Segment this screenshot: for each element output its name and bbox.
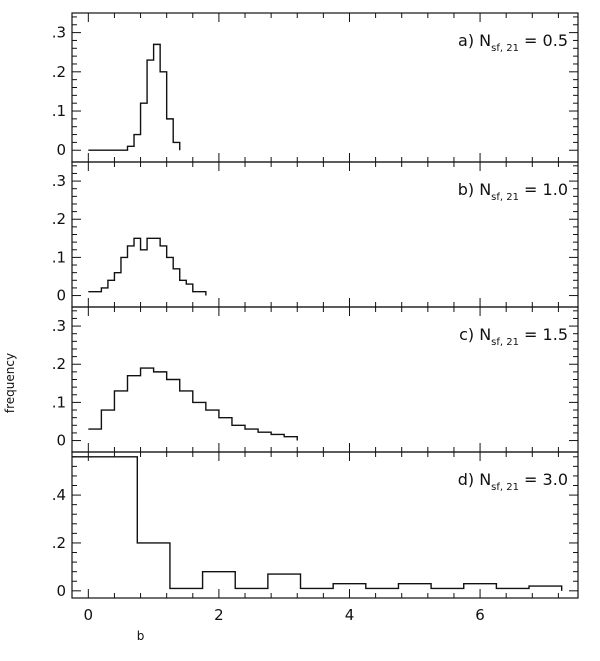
x-tick-label: 6 [475,606,485,624]
x-tick-label: 0 [84,606,94,624]
y-tick-label: .3 [52,172,66,190]
y-tick-label: 0 [56,287,66,305]
y-tick-label: 0 [56,432,66,450]
x-tick-label: 4 [345,606,355,624]
histogram-series [88,43,181,151]
y-tick-label: .2 [52,534,66,552]
panel-c: 0 .1 .2 .3 c) Nsf, 21 = 1.5 [52,306,579,453]
x-axis-title: b [137,629,145,643]
histogram-series [88,237,207,296]
y-tick-label: .2 [52,63,66,81]
y-tick-label: .2 [52,355,66,373]
y-tick-label: 0 [56,582,66,600]
y-tick-label: 0 [56,141,66,159]
plot-layer: 0 .1 .2 .3 a) Nsf, 21 = 0.5 0 .1 .2 .3 b) Nsf, 21… [52,12,579,624]
y-tick-label: .2 [52,210,66,228]
x-tick-label: 2 [214,606,224,624]
panel-label: d) Nsf, 21 = 3.0 [458,470,568,493]
panel-frame [71,306,579,453]
panel-a: 0 .1 .2 .3 a) Nsf, 21 = 0.5 [52,12,579,163]
panel-label: a) Nsf, 21 = 0.5 [458,31,568,54]
panel-frame [71,12,579,163]
histogram-series [72,456,563,591]
y-tick-label: .3 [52,317,66,335]
panel-label: b) Nsf, 21 = 1.0 [458,180,568,203]
y-tick-label: .1 [52,102,66,120]
y-tick-label: .4 [52,486,66,504]
panel-b: 0 .1 .2 .3 b) Nsf, 21 = 1.0 [52,161,579,308]
histogram-series [88,367,298,441]
y-tick-label: .1 [52,248,66,266]
panel-frame [71,451,579,599]
panel-label: c) Nsf, 21 = 1.5 [459,325,568,348]
y-axis-title: frequency [3,353,17,413]
y-tick-label: .1 [52,393,66,411]
y-tick-label: .3 [52,24,66,42]
panel-d: 0 .2 .4 d) Nsf, 21 = 3.0 [52,451,579,600]
panel-frame [71,161,579,308]
